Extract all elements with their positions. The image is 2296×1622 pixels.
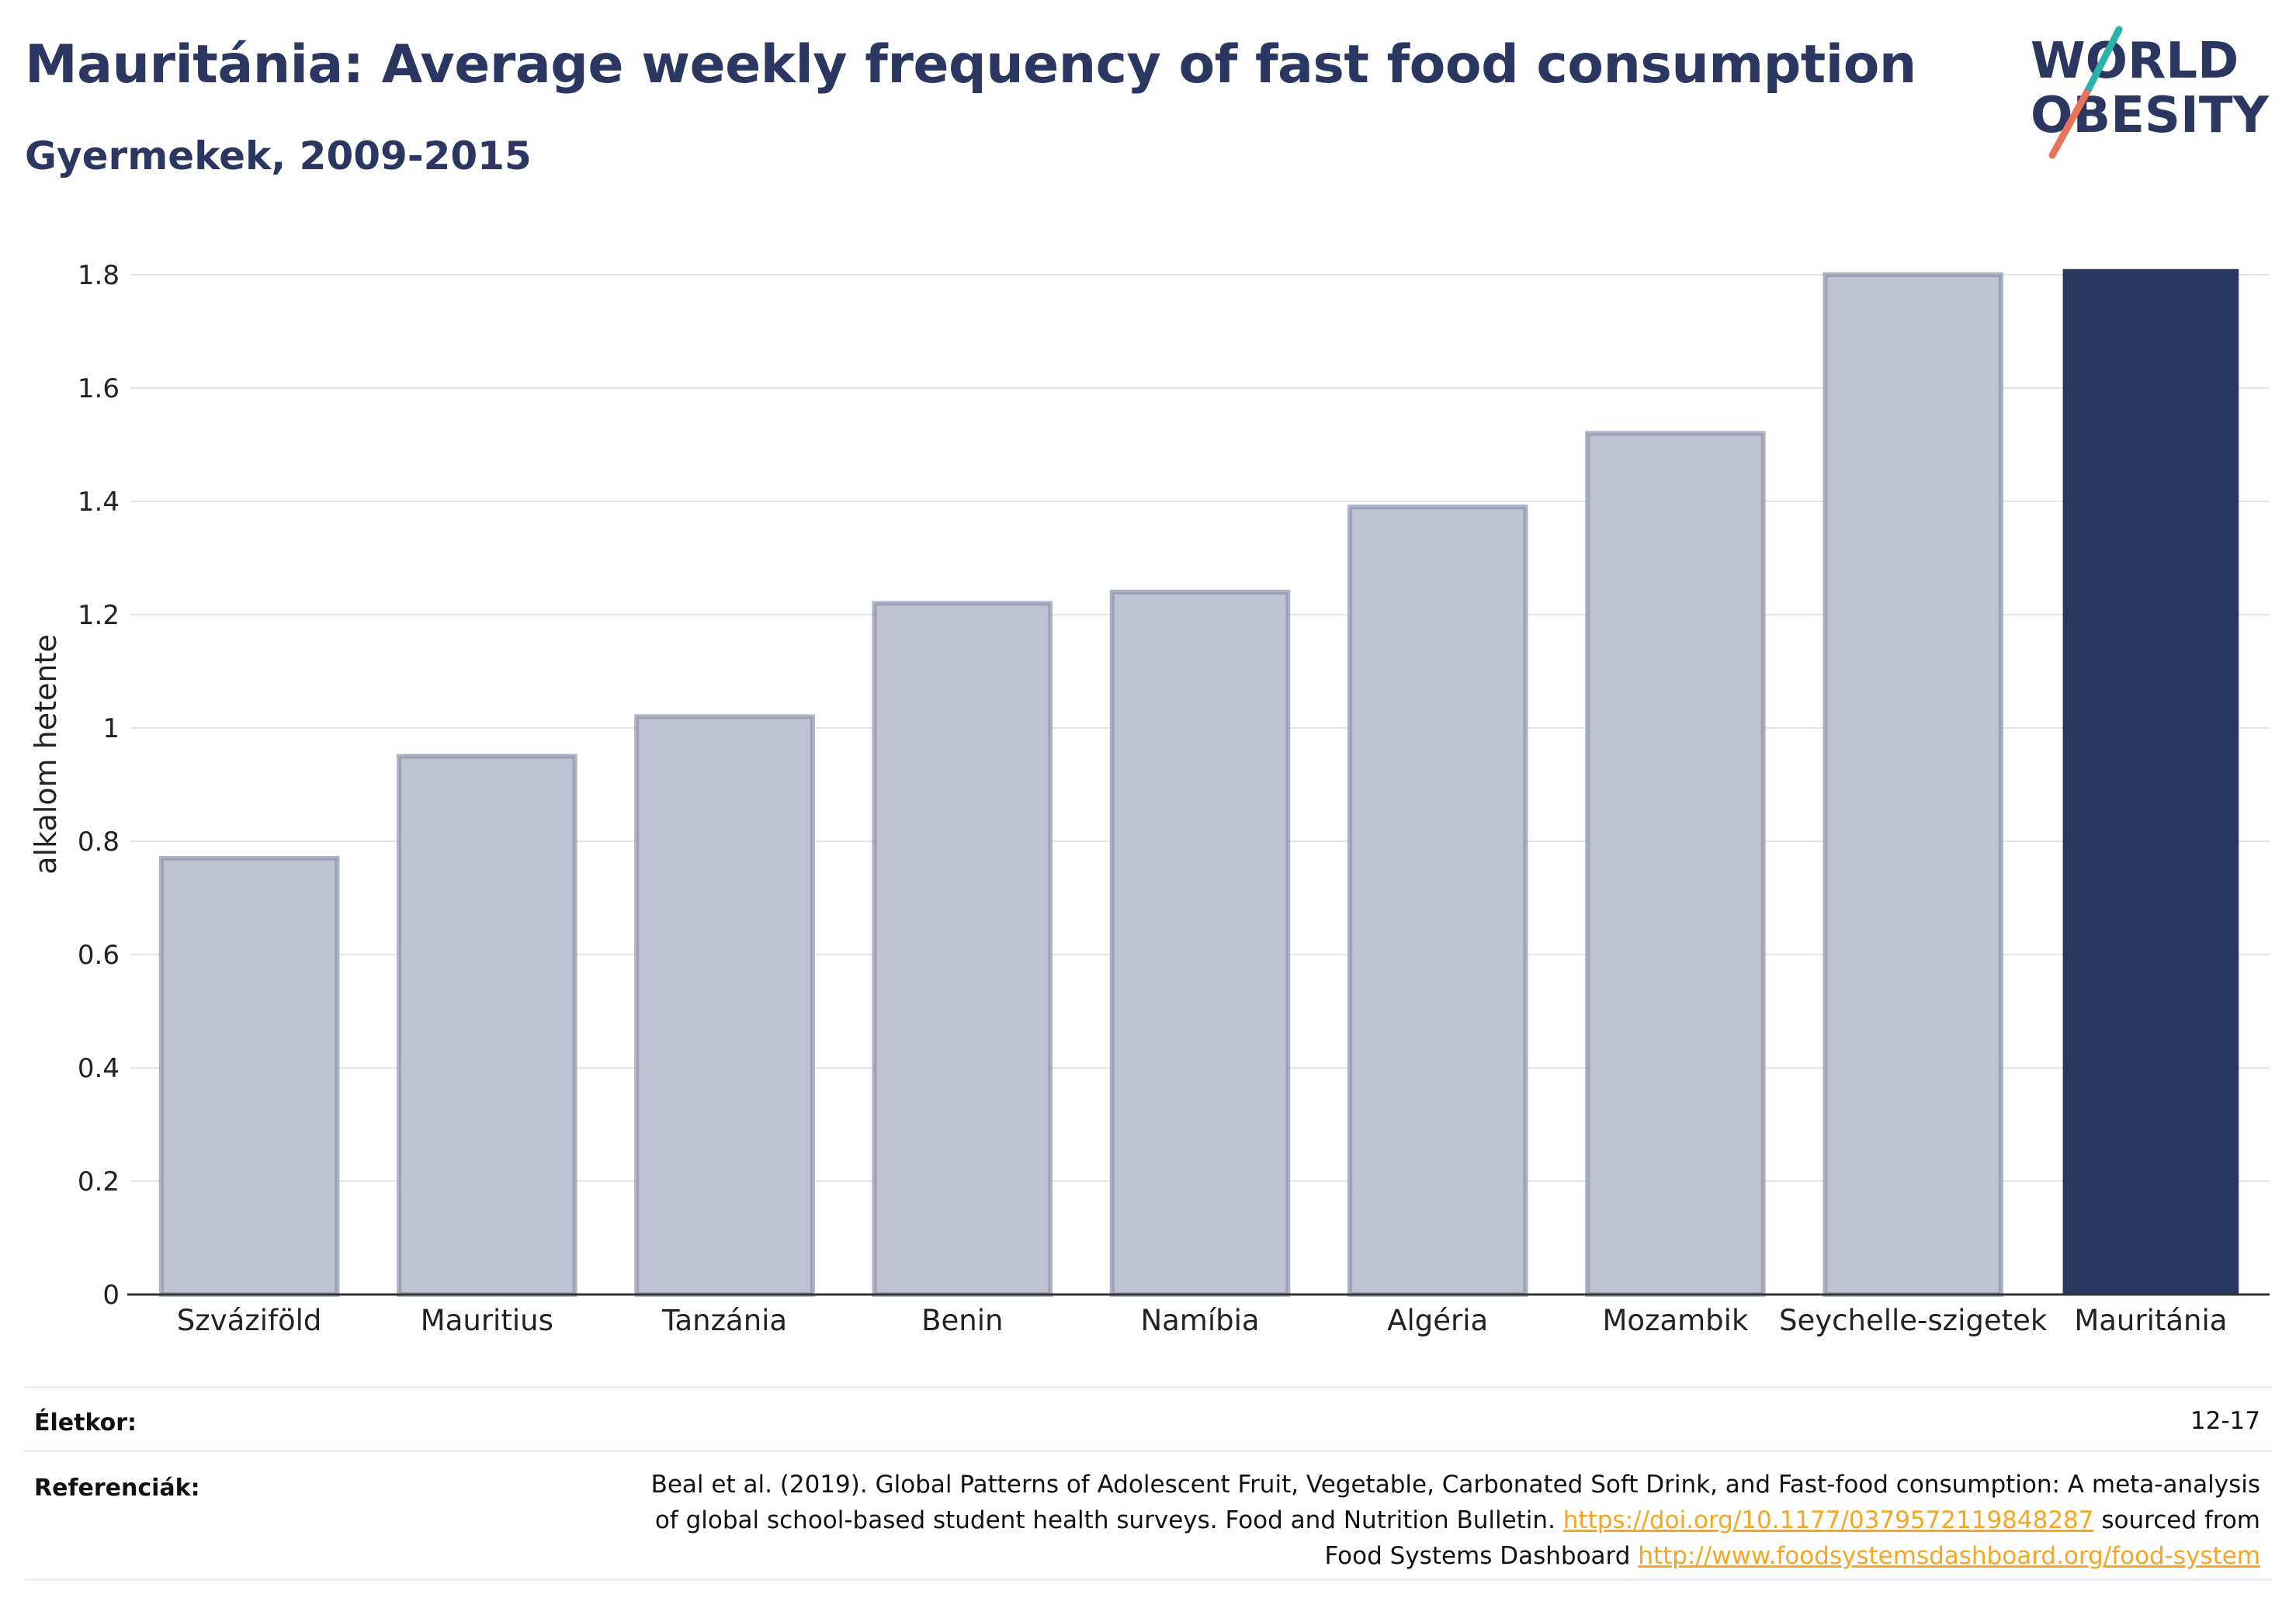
y-tick-label: 1.8 xyxy=(78,260,120,291)
x-tick-label: Mauritius xyxy=(421,1304,553,1337)
bar-Szváziföld xyxy=(161,858,338,1294)
food-systems-link[interactable]: http://www.foodsystemsdashboard.org/food… xyxy=(1638,1542,2260,1570)
bar-chart: 0 0.2 0.4 0.6 0.8 1 1.2 1.4 1.6 1.8 Szváziföld Maur… xyxy=(0,0,2296,1366)
references-text: Beal et al. (2019). Global Patterns of A… xyxy=(651,1467,2260,1574)
x-tick-label: Algéria xyxy=(1387,1304,1488,1337)
reference-line-2: of global school-based student health su… xyxy=(651,1502,2260,1538)
bar-Benin xyxy=(874,603,1050,1294)
bars xyxy=(161,269,2239,1294)
x-tick-label: Mauritánia xyxy=(2074,1304,2227,1337)
age-value: 12-17 xyxy=(2190,1403,2260,1439)
reference-line-3: Food Systems Dashboard http://www.foodsy… xyxy=(651,1538,2260,1574)
doi-link[interactable]: https://doi.org/10.1177/0379572119848287 xyxy=(1563,1506,2094,1534)
x-tick-label: Benin xyxy=(921,1304,1003,1337)
y-tick-label: 0.8 xyxy=(78,827,120,858)
x-tick-label: Szváziföld xyxy=(177,1304,322,1337)
references-label: Referenciák: xyxy=(34,1475,200,1502)
x-tick-label: Mozambik xyxy=(1602,1304,1748,1337)
y-axis-title: alkalom hetente xyxy=(29,634,63,874)
y-tick-label: 0.4 xyxy=(78,1053,120,1084)
reference-text-3: sourced from xyxy=(2101,1506,2260,1534)
footer-divider-middle xyxy=(23,1450,2273,1452)
y-tick-label: 1.4 xyxy=(78,487,120,518)
y-tick-label: 1.6 xyxy=(78,373,120,404)
bar-Algéria xyxy=(1350,507,1526,1294)
y-tick-label: 0.6 xyxy=(78,940,120,971)
bar-Seychelle-szigetek xyxy=(1825,275,2001,1294)
bar-Mauritánia xyxy=(2063,269,2239,1294)
bar-Namíbia xyxy=(1112,592,1288,1294)
reference-text-2: of global school-based student health su… xyxy=(655,1506,1556,1534)
x-tick-label: Seychelle-szigetek xyxy=(1779,1304,2048,1337)
bar-Mauritius xyxy=(399,757,575,1295)
y-tick-label: 1.2 xyxy=(78,600,120,631)
reference-line-1: Beal et al. (2019). Global Patterns of A… xyxy=(651,1467,2260,1502)
footer-divider-top xyxy=(23,1386,2273,1388)
age-label: Életkor: xyxy=(34,1409,137,1437)
y-tick-label: 0.2 xyxy=(78,1166,120,1197)
x-tick-label: Tanzánia xyxy=(661,1304,787,1337)
bar-Mozambik xyxy=(1587,433,1764,1294)
y-tick-label: 1 xyxy=(102,713,120,744)
y-tick-label: 0 xyxy=(102,1280,120,1311)
bar-Tanzánia xyxy=(636,716,813,1294)
reference-text-4: Food Systems Dashboard xyxy=(1324,1542,1630,1570)
footer-divider-bottom xyxy=(23,1579,2273,1581)
x-tick-label: Namíbia xyxy=(1140,1304,1259,1337)
